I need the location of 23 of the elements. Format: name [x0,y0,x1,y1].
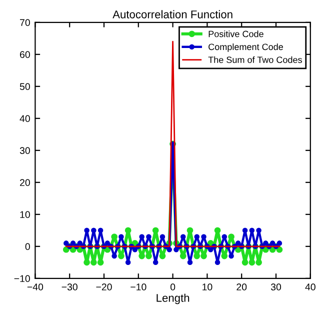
x-tick-label: −30 [62,284,78,290]
x-tick-label: −20 [96,284,112,290]
y-tick-label: 20 [20,179,30,186]
legend-label: Positive Code [208,30,264,38]
y-tick-label: −10 [14,275,30,282]
y-tick-label: 40 [20,115,30,122]
y-tick-label: 0 [25,243,30,250]
x-tick-label: 20 [236,284,247,290]
x-tick-label: 30 [270,284,282,290]
x-tick-label: −40 [27,284,44,290]
y-tick-label: 30 [20,147,30,154]
legend-label: Complement Code [208,43,283,52]
x-tick-label: 0 [170,284,176,290]
y-tick-label: 60 [20,51,30,58]
x-axis-title: Length [156,294,190,304]
x-tick-label: 40 [305,284,316,290]
y-tick-label: 50 [20,83,30,90]
chart-title: Autocorrelation Function [112,10,232,18]
x-tick-label: −10 [130,284,146,290]
legend-label: The Sum of Two Codes [208,56,302,64]
y-tick-label: 10 [20,211,30,218]
y-tick-label: 70 [20,19,30,26]
x-tick-label: 10 [202,284,212,290]
